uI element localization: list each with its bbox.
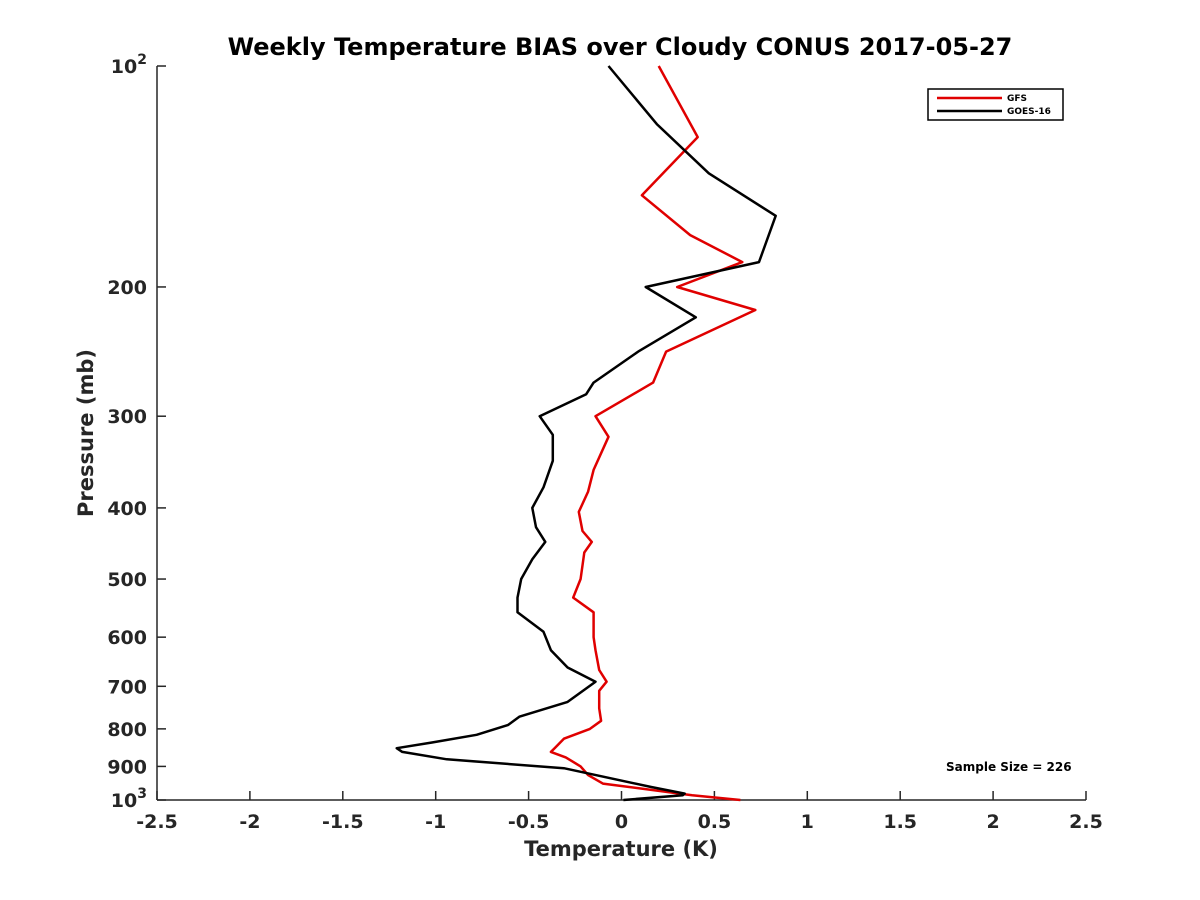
legend-label-gfs: GFS	[1007, 94, 1027, 104]
x-tick-label: 1	[801, 811, 814, 833]
x-tick-label: 2	[986, 811, 999, 833]
series-line-gfs	[549, 65, 757, 802]
x-tick-label: -2	[239, 811, 260, 833]
series-group	[395, 65, 777, 802]
y-tick-label: 200	[107, 277, 147, 299]
y-tick-label: 700	[107, 676, 147, 698]
sample-size-annotation: Sample Size = 226	[946, 760, 1072, 774]
y-tick-label: 800	[107, 719, 147, 741]
legend: GFS GOES-16	[927, 88, 1064, 121]
y-tick-label: 300	[107, 406, 147, 428]
y-tick-base: 10	[111, 56, 137, 78]
legend-label-goes16: GOES-16	[1007, 107, 1051, 117]
x-tick-label: 0	[615, 811, 628, 833]
y-tick-label: 900	[107, 756, 147, 778]
y-tick-label: 600	[107, 627, 147, 649]
legend-box	[927, 88, 1064, 121]
y-tick-label: 400	[107, 498, 147, 520]
y-tick-label: 103	[111, 786, 147, 812]
y-tick-label: 102	[111, 52, 147, 78]
x-tick-label: -1	[425, 811, 446, 833]
chart-title: Weekly Temperature BIAS over Cloudy CONU…	[228, 33, 1013, 61]
x-tick-label: -1.5	[322, 811, 364, 833]
x-axis-title: Temperature (K)	[524, 837, 718, 861]
y-tick-exponent: 3	[137, 786, 147, 802]
y-tick-exponent: 2	[137, 52, 147, 68]
x-tick-label: 2.5	[1069, 811, 1103, 833]
x-tick-label: -2.5	[136, 811, 178, 833]
y-tick-base: 10	[111, 790, 137, 812]
series-line-goes16	[395, 65, 777, 802]
y-axis-title: Pressure (mb)	[74, 349, 98, 517]
y-tick-label: 500	[107, 569, 147, 591]
x-tick-label: 0.5	[698, 811, 732, 833]
x-ticks: -2.5 -2 -1.5 -1 -0.5 0 0.5 1 1.5 2 2.5	[136, 791, 1103, 833]
x-tick-label: 1.5	[883, 811, 917, 833]
x-tick-label: -0.5	[508, 811, 550, 833]
